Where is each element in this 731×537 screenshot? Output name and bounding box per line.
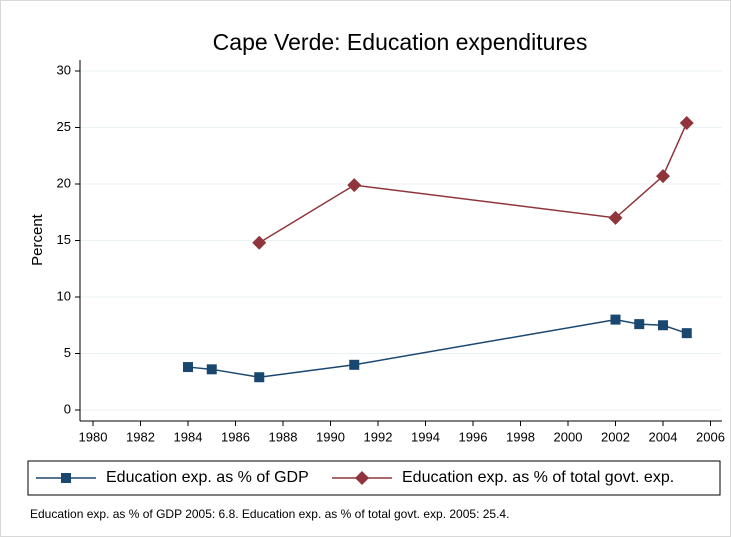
marker [658,320,668,331]
y-tick-label: 5 [64,345,71,360]
y-tick-label: 10 [57,288,71,303]
y-tick-label: 20 [57,175,71,190]
marker [183,362,193,373]
marker [254,372,265,383]
legend-marker [355,471,369,485]
marker [656,169,670,184]
marker [679,115,694,130]
marker [608,210,623,225]
x-tick-label: 1998 [506,429,535,444]
legend-marker [61,473,71,483]
chart-title: Cape Verde: Education expenditures [213,29,588,55]
legend-label: Education exp. as % of total govt. exp. [402,469,674,486]
y-tick-label: 0 [64,401,71,416]
legend-label: Education exp. as % of GDP [106,469,309,486]
y-tick-label: 25 [57,119,71,134]
x-tick-label: 2004 [649,429,678,444]
marker [252,235,267,250]
marker [634,319,645,330]
x-tick-label: 1988 [269,429,298,444]
x-tick-label: 1980 [79,429,108,444]
y-tick-label: 30 [57,62,71,77]
x-tick-label: 2006 [696,429,725,444]
marker [347,178,362,193]
x-tick-label: 1984 [174,429,203,444]
y-axis-label: Percent [29,213,46,266]
x-tick-label: 2000 [554,429,583,444]
marker [610,314,621,325]
x-tick-label: 1992 [364,429,393,444]
x-tick-label: 1994 [411,429,440,444]
x-tick-label: 1990 [316,429,345,444]
x-tick-label: 1986 [221,429,250,444]
note: Education exp. as % of GDP 2005: 6.8. Ed… [30,507,509,521]
y-tick-label: 15 [57,232,71,247]
marker [349,359,360,370]
marker [681,328,692,339]
x-tick-label: 2002 [601,429,630,444]
x-tick-label: 1982 [126,429,155,444]
marker [206,364,217,375]
x-tick-label: 1996 [459,429,488,444]
